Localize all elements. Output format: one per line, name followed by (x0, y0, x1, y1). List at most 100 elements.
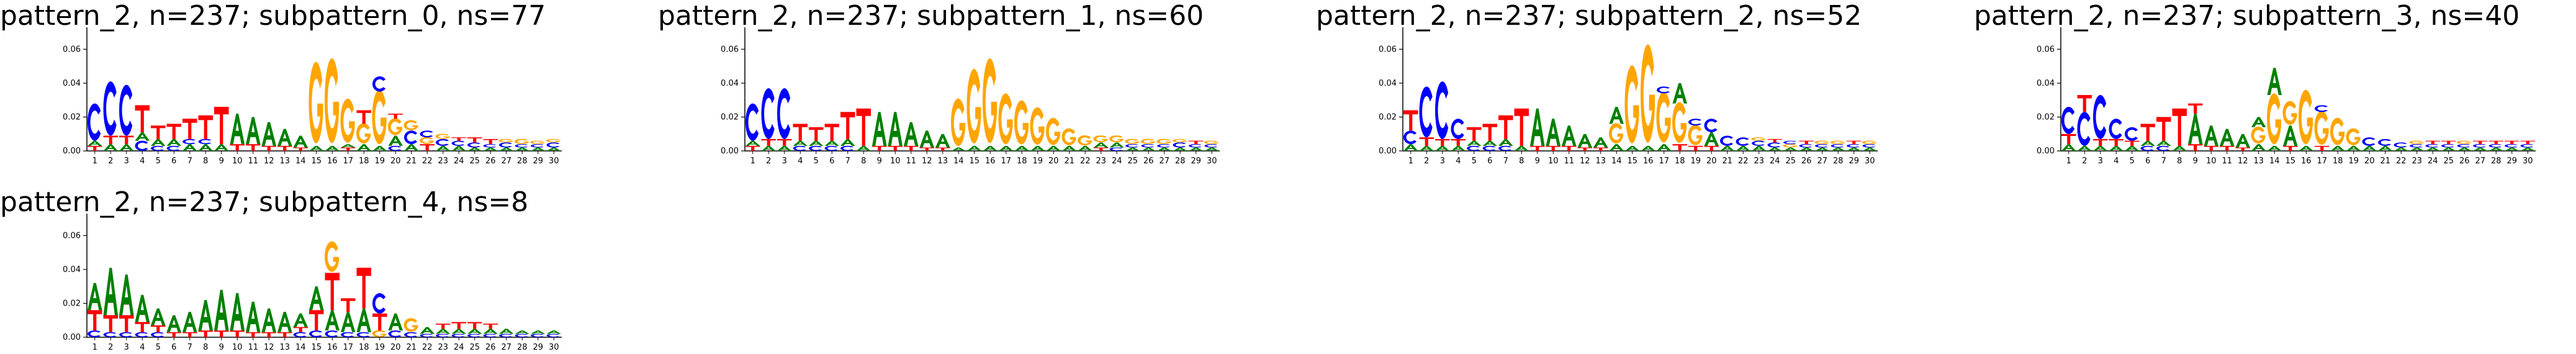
logo-letter-a (1783, 147, 1798, 151)
logo-letter-c (2473, 144, 2487, 148)
x-tick-label: 10 (232, 343, 243, 352)
x-tick-label: 12 (2238, 157, 2248, 166)
logo-letter-g (1093, 135, 1108, 143)
logo-letter-t (2077, 94, 2092, 112)
y-tick-label: 0.00 (1379, 147, 1397, 156)
logo-letter-t (1403, 110, 1418, 131)
logo-letter-g (2282, 101, 2297, 125)
logo-letter-a (1546, 119, 1560, 146)
x-tick-label: 3 (124, 343, 129, 352)
logo-letter-a (1046, 145, 1061, 151)
logo-letter-c (309, 330, 323, 337)
logo-letter-g (324, 241, 340, 272)
logo-letter-c (840, 145, 854, 151)
logo-letter-g (1030, 107, 1045, 145)
x-tick-label: 17 (1659, 157, 1669, 166)
x-tick-label: 21 (1722, 157, 1732, 166)
x-tick-label: 30 (1207, 157, 1217, 166)
logo-letter-t (230, 144, 245, 151)
x-tick-label: 3 (124, 157, 129, 166)
x-tick-label: 6 (171, 343, 176, 352)
logo-letter-a (531, 330, 546, 334)
logo-letter-a (261, 308, 276, 332)
logo-letter-t (2125, 140, 2140, 146)
x-tick-label: 14 (295, 343, 306, 352)
x-tick-label: 13 (279, 343, 290, 352)
logo-letter-c (1141, 144, 1155, 148)
logo-letter-c (1736, 137, 1749, 146)
logo-letter-c (1752, 140, 1765, 146)
x-tick-label: 12 (264, 157, 274, 166)
logo-letter-a (214, 144, 229, 151)
logo-letter-a (483, 147, 498, 151)
logo-letter-a (325, 145, 340, 151)
x-tick-label: 18 (359, 343, 369, 352)
x-tick-label: 21 (2380, 157, 2390, 166)
x-tick-label: 9 (1535, 157, 1540, 166)
x-tick-label: 13 (1595, 157, 1606, 166)
logo-letter-c (1173, 142, 1186, 148)
logo-letter-g (308, 61, 323, 143)
logo-letter-t (293, 147, 308, 151)
logo-letter-a (745, 140, 760, 146)
logo-letter-t (341, 147, 356, 151)
y-tick-label: 0.02 (721, 112, 739, 122)
logo-letter-t (103, 135, 118, 145)
logo-letter-t (467, 137, 482, 143)
logo-letter-t (277, 332, 292, 337)
x-tick-label: 9 (877, 157, 882, 166)
logo-letter-a (277, 312, 292, 332)
logo-letter-c (388, 145, 402, 151)
x-tick-label: 23 (1096, 157, 1106, 166)
logo-letter-g (1109, 135, 1124, 143)
logo-letter-a (103, 144, 118, 151)
logo-letter-a (904, 122, 919, 146)
logo-letter-c (2315, 105, 2328, 112)
x-tick-label: 5 (156, 157, 161, 166)
logo-letter-a (246, 301, 261, 332)
logo-letter-t (198, 115, 213, 139)
logo-letter-c (1862, 144, 1876, 148)
logo-letter-t (2109, 138, 2123, 146)
x-tick-label: 18 (1675, 157, 1685, 166)
x-tick-label: 24 (1112, 157, 1122, 166)
logo-letter-t (919, 147, 934, 151)
x-tick-label: 19 (374, 343, 385, 352)
x-tick-label: 22 (422, 157, 433, 166)
x-tick-label: 22 (1738, 157, 1749, 166)
logo-letter-c (1157, 144, 1171, 148)
x-tick-label: 28 (1175, 157, 1186, 166)
logo-letter-a (436, 329, 451, 334)
x-tick-label: 29 (1849, 157, 1859, 166)
logo-letter-a (182, 312, 197, 332)
logo-letter-c (2140, 145, 2154, 151)
logo-panel-5: pattern_2, n=237; subpattern_4, ns=8 0.0… (0, 186, 621, 354)
logo-letter-a (151, 308, 166, 325)
logo-letter-g (372, 89, 387, 145)
logo-letter-a (1862, 147, 1877, 151)
logo-letter-a (467, 147, 482, 151)
logo-letter-a (451, 329, 466, 334)
logo-letter-t (2505, 140, 2520, 145)
logo-letter-a (1704, 132, 1719, 146)
x-tick-label: 1 (92, 157, 97, 166)
sequence-logo-chart: 0.000.020.040.061 2 3 4 5 6 7 8 9 10 11 12 13 14 15 16 1… (721, 27, 1220, 166)
logo-letter-a (2457, 147, 2472, 151)
x-tick-label: 17 (343, 157, 353, 166)
logo-letter-a (499, 147, 514, 151)
logo-letter-a (198, 299, 213, 331)
x-tick-label: 8 (861, 157, 866, 166)
logo-letter-c (1847, 144, 1860, 148)
x-tick-label: 17 (343, 343, 353, 352)
logo-letter-a (1767, 147, 1782, 151)
x-tick-label: 20 (2364, 157, 2375, 166)
logo-panel-2: pattern_2, n=237; subpattern_1, ns=60 0.… (658, 0, 1279, 168)
logo-letter-g (2251, 126, 2266, 144)
logo-letter-t (1847, 140, 1862, 145)
logo-letter-c (151, 145, 164, 151)
logo-letter-a (198, 144, 213, 151)
logo-letter-g (514, 138, 529, 144)
x-tick-label: 2 (2082, 157, 2087, 166)
x-tick-label: 24 (1770, 157, 1780, 166)
logo-letter-a (919, 130, 934, 148)
